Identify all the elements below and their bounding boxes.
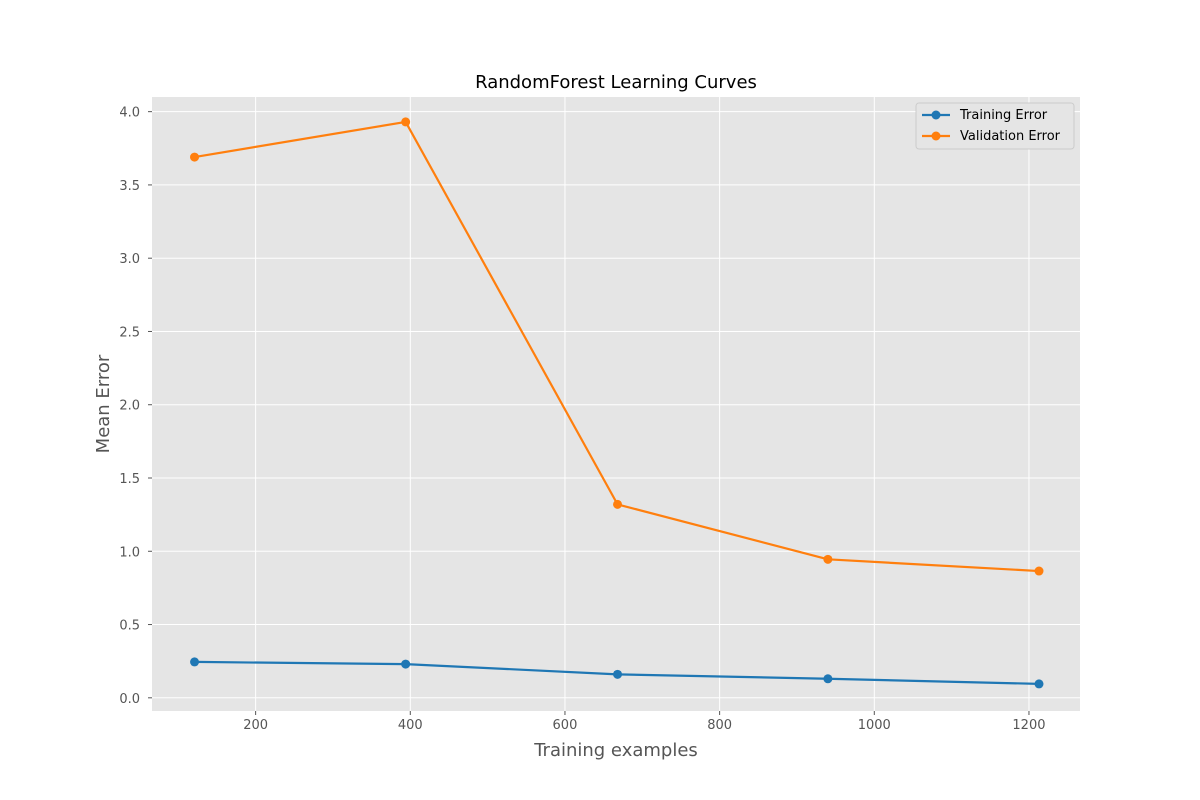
legend-box <box>915 102 1075 150</box>
validation-error-point <box>190 152 200 162</box>
y-tick-label: 1.0 <box>119 545 140 560</box>
y-tick-label: 2.5 <box>119 325 140 340</box>
x-tick-label: 200 <box>243 718 268 733</box>
legend: Training Error Validation Error <box>915 102 1075 150</box>
y-tick-label: 3.5 <box>119 179 140 194</box>
validation-error-point <box>823 554 833 564</box>
y-axis-label: Mean Error <box>93 354 114 453</box>
training-error-point <box>823 674 833 684</box>
training-error-point <box>401 659 411 669</box>
y-tick-label: 3.0 <box>119 252 140 267</box>
y-tick-label: 4.0 <box>119 106 140 121</box>
y-tick-label: 0.0 <box>119 692 140 707</box>
x-tick-label: 400 <box>398 718 423 733</box>
training-error-point <box>613 669 623 679</box>
chart-title: RandomForest Learning Curves <box>475 72 757 93</box>
training-error-point <box>1034 679 1044 689</box>
training-error-point <box>190 657 200 667</box>
validation-error-point <box>1034 566 1044 576</box>
y-tick-label: 1.5 <box>119 472 140 487</box>
legend-label-validation: Validation Error <box>960 129 1061 144</box>
x-tick-label: 600 <box>553 718 578 733</box>
x-tick-label: 800 <box>707 718 732 733</box>
x-axis-label: Training examples <box>533 740 698 761</box>
series-layer <box>190 117 1044 689</box>
legend-label-training: Training Error <box>959 108 1048 123</box>
legend-marker-validation <box>931 131 941 141</box>
x-tick-label: 1000 <box>858 718 891 733</box>
x-tick-label: 1200 <box>1012 718 1045 733</box>
y-tick-label: 2.0 <box>119 399 140 414</box>
validation-error-point <box>401 117 411 127</box>
grid-lines <box>152 97 1080 711</box>
tick-labels: 200 400 600 800 1000 1200 0.0 0.5 1.0 1.5 2.0 2.5 3.… <box>119 106 1045 733</box>
legend-marker-training <box>931 110 941 120</box>
validation-error-point <box>613 499 623 509</box>
plot-area <box>152 97 1080 711</box>
y-tick-label: 0.5 <box>119 619 140 634</box>
